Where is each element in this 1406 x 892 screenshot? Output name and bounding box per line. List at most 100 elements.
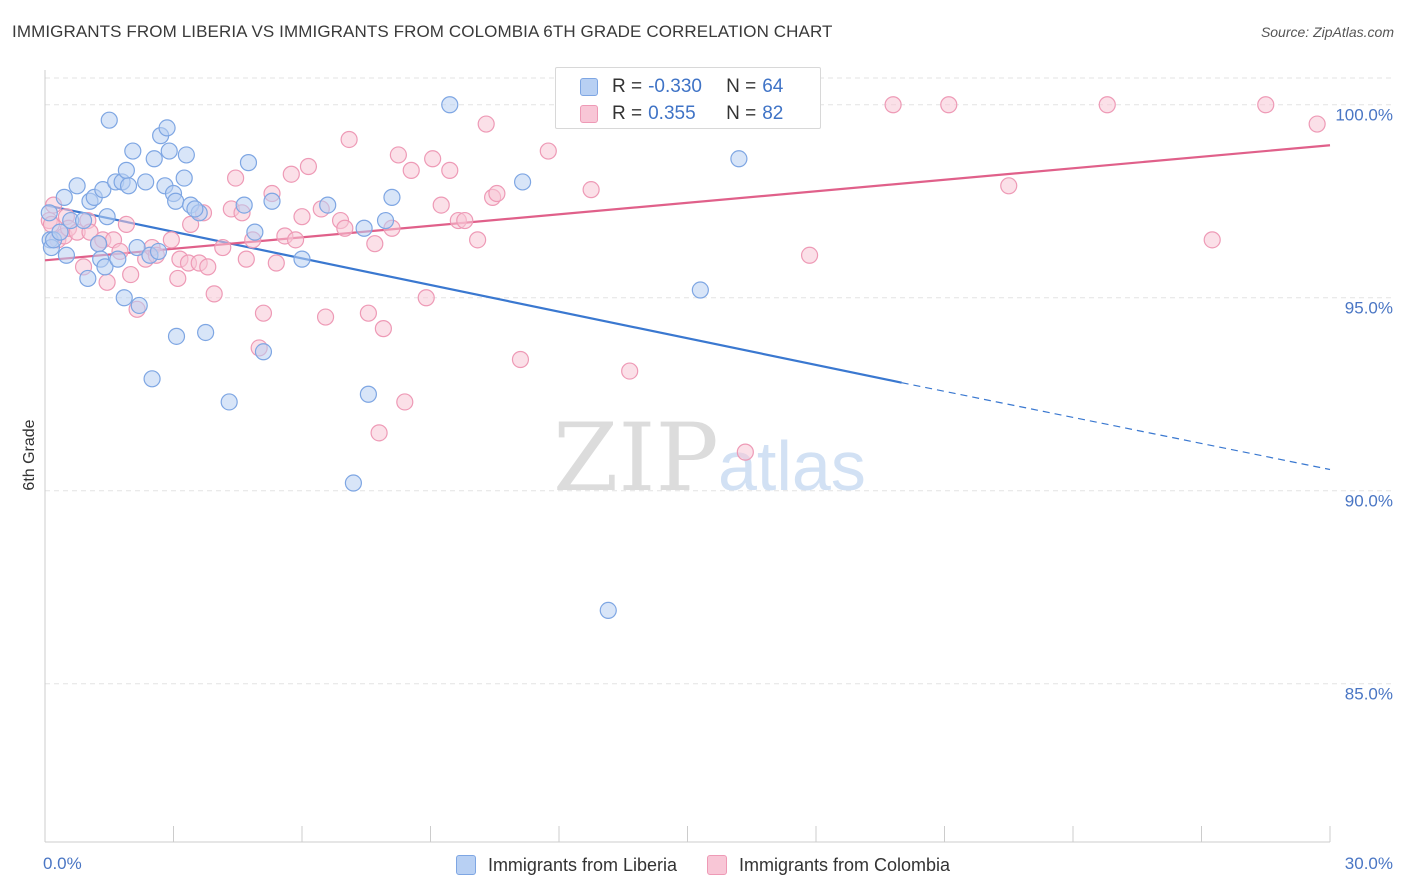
liberia-point [130,296,148,315]
liberia-point [383,188,401,206]
liberia-point [355,219,373,237]
liberia-point [344,474,362,492]
colombia-point [1203,231,1221,249]
liberia-point [79,269,97,288]
liberia-point [128,238,146,257]
liberia-point [137,173,155,191]
liberia-point [246,223,264,241]
n-value: 82 [762,103,784,124]
colombia-point [1308,115,1326,133]
colombia-point [424,150,442,168]
y-tick-label: 100.0% [1335,106,1393,125]
legend-label-colombia: Immigrants from Colombia [739,854,951,875]
y-tick-label: 95.0% [1345,299,1393,318]
colombia-point [205,285,223,303]
liberia-point [143,370,161,388]
liberia-point [177,146,195,164]
liberia-point [730,150,748,168]
liberia-point [68,177,86,195]
colombia-point [582,181,600,199]
n-value: 64 [762,76,784,97]
liberia-point [359,385,377,403]
colombia-point [98,273,116,291]
colombia-point [441,161,459,179]
colombia-point [122,265,140,284]
r-value: -0.330 [648,76,702,97]
liberia-point [149,242,168,261]
legend-row-liberia: R = -0.330 N = 64 [580,74,783,100]
colombia-point [432,196,450,214]
colombia-point [254,304,273,322]
watermark: ZIP atlas [553,404,866,513]
liberia-point [119,177,138,195]
n-label: N = [726,103,757,124]
colombia-point [227,169,245,187]
colombia-point [469,231,487,249]
r-label: R = [612,103,643,124]
correlation-legend: R = -0.330 N = 64 R = 0.355 N = 82 [555,67,821,129]
colombia-point [370,424,388,442]
legend-item-colombia[interactable]: Immigrants from Colombia [707,855,950,876]
liberia-point [263,192,281,210]
colombia-point [417,289,435,307]
y-tick-label: 90.0% [1345,492,1393,511]
r-label: R = [612,76,643,97]
liberia-point [220,393,238,411]
liberia-point [74,211,93,230]
liberia-point [40,204,58,222]
chart-title: IMMIGRANTS FROM LIBERIA VS IMMIGRANTS FR… [12,22,833,41]
colombia-point [1257,96,1275,114]
liberia-point [167,327,186,345]
axes [44,70,1331,843]
liberia-point [158,119,176,137]
liberia-point [293,250,311,268]
liberia-point [513,173,532,191]
colombia-point [282,165,300,183]
legend-row-colombia: R = 0.355 N = 82 [580,101,783,127]
colombia-point [267,254,285,272]
liberia-point [109,250,127,268]
colombia-point [340,130,358,149]
liberia-point [197,323,215,342]
colombia-point [293,208,311,226]
liberia-point [100,111,118,129]
colombia-point [214,238,232,257]
liberia-point [167,192,185,210]
legend-item-liberia[interactable]: Immigrants from Liberia [455,854,677,876]
colombia-point [396,393,414,411]
colombia-point [402,161,420,179]
liberia-point [235,196,253,214]
liberia-point [145,150,163,168]
liberia-point [254,343,273,361]
legend-label-liberia: Immigrants from Liberia [487,854,677,875]
liberia-point [175,169,193,187]
colombia-point [237,250,255,268]
colombia-point [488,184,506,203]
colombia-point [359,304,377,322]
colombia-point [940,96,958,114]
liberia-point [51,223,69,241]
liberia-point [319,196,337,214]
liberia-point [124,142,142,160]
liberia-point [96,258,114,276]
colombia-swatch [707,855,727,875]
colombia-point [884,96,902,114]
liberia-point [89,235,108,253]
colombia-point [169,269,187,288]
colombia-point [162,231,180,249]
colombia-point [374,320,392,338]
liberia-point [186,200,204,218]
liberia-point [94,181,112,199]
liberia-point [117,161,135,179]
colombia-point [800,246,819,264]
liberia-trend-line [44,204,902,384]
y-axis-label: 6th Grade [21,419,38,490]
r-value: 0.355 [648,103,696,124]
colombia-point [336,219,354,237]
source-label: Source: ZipAtlas.com [1260,24,1394,40]
colombia-point [199,258,217,276]
n-label: N = [726,76,757,97]
colombia-point [736,443,754,461]
x-tick-label: 30.0% [1345,854,1393,873]
